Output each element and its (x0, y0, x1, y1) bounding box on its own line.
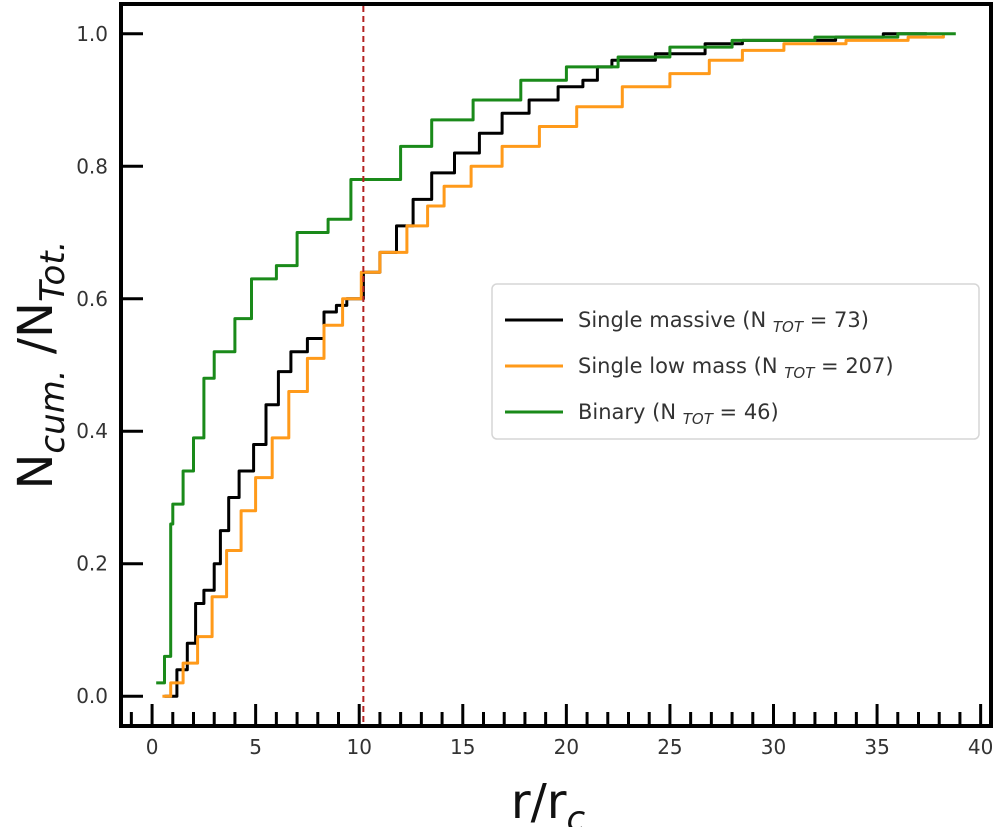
legend-label-sub: TOT (683, 410, 715, 428)
plot-area: 0 5 10 15 20 25 30 35 40 0.0 0.2 0.4 0.6 0.8 1.0 (76, 2, 993, 759)
legend: Single massive (N TOT = 73) Single low ma… (491, 283, 980, 440)
legend-label-3: Binary (N TOT = 46) (578, 400, 779, 428)
x-tick-label: 30 (761, 735, 786, 759)
legend-label-prefix: Single low mass (N (578, 354, 784, 378)
x-tick-label: 15 (450, 735, 475, 759)
x-tick-label: 40 (968, 735, 993, 759)
y-axis-title-s2: Tot. (33, 241, 73, 303)
x-tick-label: 0 (146, 735, 159, 759)
series-line-3 (156, 32, 956, 685)
tick-labels-group: 0 5 10 15 20 25 30 35 40 0.0 0.2 0.4 0.6 0.8 1.0 (76, 22, 993, 759)
legend-entries: Single massive (N TOT = 73) Single low ma… (505, 308, 894, 428)
legend-label-prefix: Binary (N (578, 400, 683, 424)
legend-label-sub: TOT (773, 318, 805, 336)
x-axis-title-main: r/r (511, 774, 567, 827)
y-tick-label: 0.2 (76, 552, 108, 576)
series-group (156, 32, 956, 698)
legend-label-2: Single low mass (N TOT = 207) (578, 354, 894, 382)
y-axis-title-s1: cum. (33, 369, 73, 453)
y-axis-title: Ncum. /NTot. (8, 241, 73, 490)
x-axis-title: r/rc (511, 774, 586, 827)
series-line-2 (162, 33, 945, 698)
x-axis-title-sub: c (566, 799, 585, 827)
y-axis-title-p1: N (8, 454, 64, 490)
x-tick-label: 25 (657, 735, 682, 759)
x-tick-label: 20 (554, 735, 579, 759)
axes-frame (119, 2, 993, 728)
y-tick-label: 1.0 (76, 22, 108, 46)
x-tick-label: 10 (346, 735, 371, 759)
legend-label-prefix: Single massive (N (578, 308, 773, 332)
legend-label-suffix: = 46) (713, 400, 779, 424)
x-tick-label: 5 (249, 735, 262, 759)
y-tick-label: 0.4 (76, 419, 108, 443)
legend-label-sub: TOT (784, 364, 816, 382)
x-tick-label: 35 (864, 735, 889, 759)
y-tick-label: 0.0 (76, 684, 108, 708)
legend-label-1: Single massive (N TOT = 73) (578, 308, 869, 336)
ticks-group (121, 32, 983, 726)
legend-label-suffix: = 207) (814, 354, 893, 378)
y-axis-title-p2: /N (8, 302, 64, 369)
y-tick-label: 0.8 (76, 154, 108, 178)
legend-label-suffix: = 73) (803, 308, 869, 332)
y-tick-label: 0.6 (76, 287, 108, 311)
legend-box (491, 283, 980, 440)
